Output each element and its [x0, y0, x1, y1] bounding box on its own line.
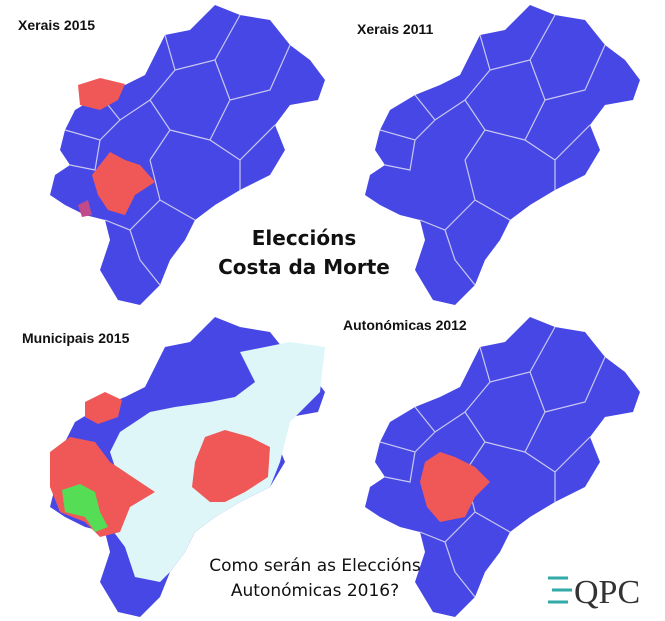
question: Como serán as Eleccións [209, 556, 421, 576]
red-area [420, 452, 490, 522]
map-title: Municipais 2015 [22, 330, 130, 346]
map-municipais-2015 [50, 317, 325, 617]
red-area [78, 78, 125, 110]
red-area [192, 430, 270, 502]
red-area [92, 152, 155, 215]
map-xerais-2015: Xerais 2015 [18, 5, 325, 305]
map-title: Xerais 2015 [18, 17, 95, 33]
mixed-area [78, 200, 92, 217]
map-title: Autonómicas 2012 [343, 317, 467, 333]
center-title: Eleccións [252, 226, 357, 250]
map-xerais-2011 [365, 5, 640, 305]
region-shape [365, 5, 640, 305]
red-area [85, 392, 122, 424]
logo-text: QPC [574, 574, 640, 611]
question: Autonómicas 2016? [231, 581, 399, 601]
map-autonomicas-2012 [365, 317, 640, 617]
green-area [62, 484, 108, 532]
center-title: Costa da Morte [218, 255, 390, 279]
logo: QPC [548, 574, 640, 611]
map-title: Xerais 2011 [357, 21, 434, 37]
